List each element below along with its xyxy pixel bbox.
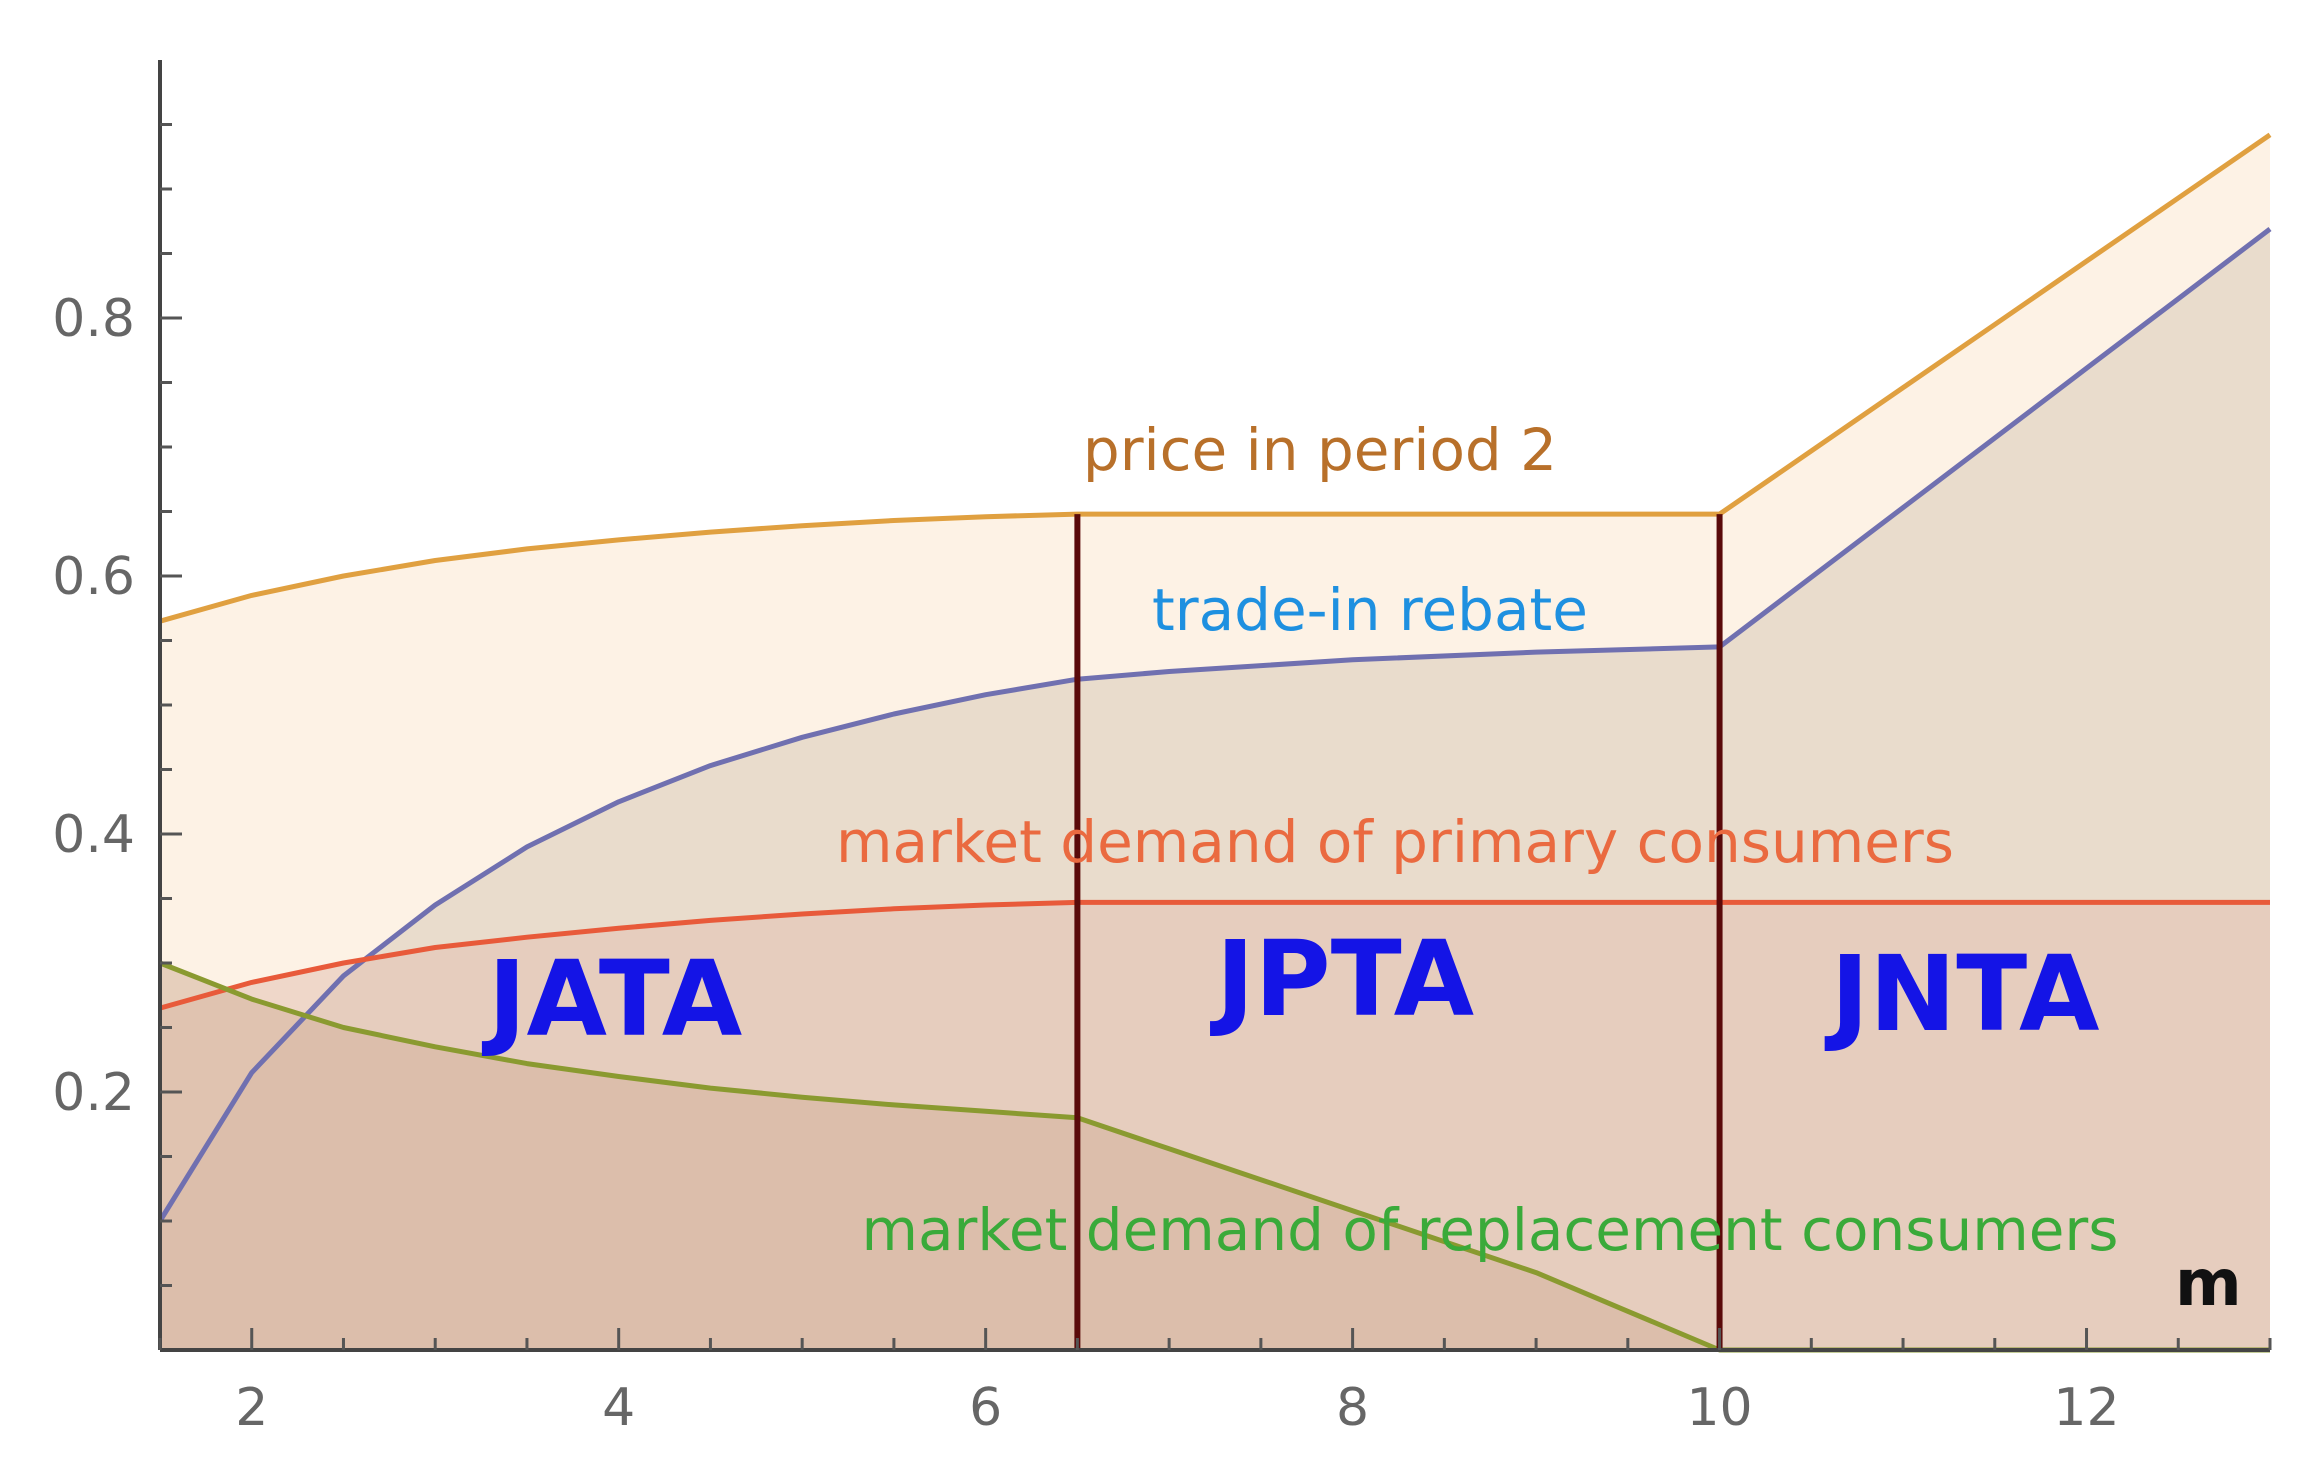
region-label-jata: JATA bbox=[482, 938, 742, 1060]
region-label-jnta: JNTA bbox=[1824, 933, 2099, 1055]
y-tick-label: 0.2 bbox=[52, 1063, 135, 1123]
x-tick-label: 6 bbox=[969, 1378, 1002, 1438]
x-tick-label: 12 bbox=[2053, 1378, 2119, 1438]
x-axis-label: m bbox=[2175, 1247, 2242, 1321]
label-primary-demand: market demand of primary consumers bbox=[836, 808, 1954, 876]
label-replacement-demand: market demand of replacement consumers bbox=[862, 1196, 2119, 1264]
label-price-in-period-2: price in period 2 bbox=[1083, 416, 1557, 484]
label-trade-in-rebate: trade-in rebate bbox=[1152, 576, 1588, 644]
tick-marks bbox=[158, 123, 2272, 1350]
x-tick-label: 8 bbox=[1336, 1378, 1369, 1438]
area-fill-4 bbox=[160, 963, 2270, 1350]
y-tick-label: 0.4 bbox=[52, 805, 135, 865]
tick-labels: 2 4 6 8 10 12 0.2 0.4 0.6 0.8 bbox=[52, 289, 2119, 1438]
y-tick-label: 0.6 bbox=[52, 547, 135, 607]
y-tick-label: 0.8 bbox=[52, 289, 135, 349]
region-label-jpta: JPTA bbox=[1210, 918, 1474, 1040]
area-fills bbox=[160, 134, 2270, 1350]
x-tick-label: 4 bbox=[602, 1378, 635, 1438]
x-tick-label: 10 bbox=[1686, 1378, 1752, 1438]
x-tick-label: 2 bbox=[235, 1378, 268, 1438]
series-line-3 bbox=[159, 899, 2270, 1011]
regime-boundaries bbox=[1074, 514, 1723, 1350]
